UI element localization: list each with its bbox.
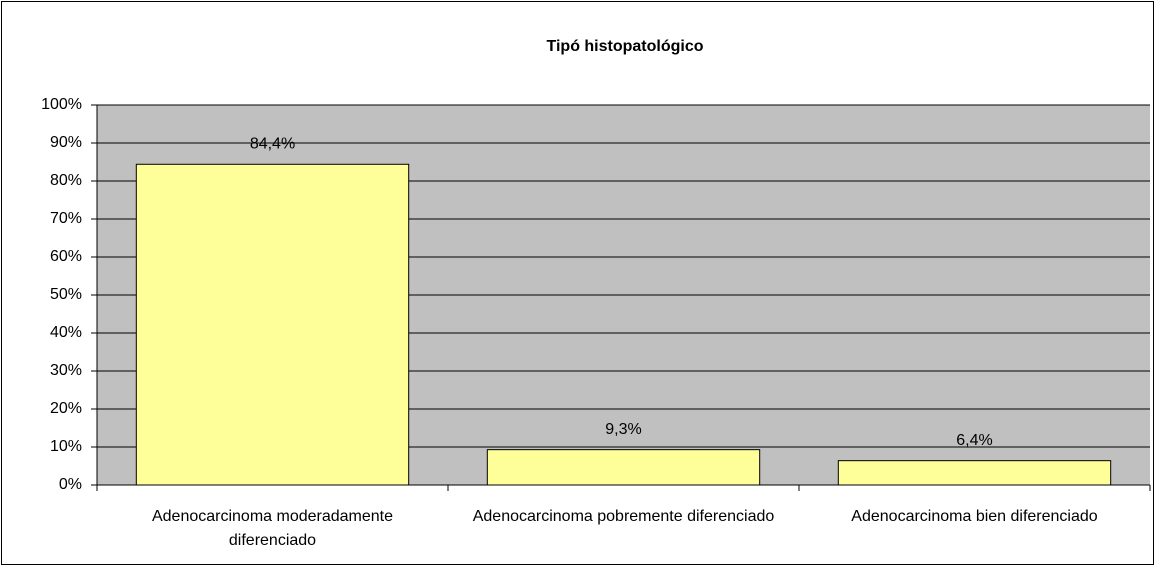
y-tick-label: 90% [50,134,82,151]
y-tick-label: 100% [41,96,82,113]
y-tick-label: 30% [50,362,82,379]
x-tick-label: Adenocarcinoma moderadamente diferenciad… [151,508,394,549]
y-tick-label: 20% [50,400,82,417]
bar [837,460,1112,486]
bar [135,163,410,486]
value-label: 9,3% [605,421,641,438]
y-tick-label: 40% [50,324,82,341]
y-tick-label: 60% [50,248,82,265]
x-tick-label: Adenocarcinoma bien diferenciado [851,508,1098,525]
y-tick-label: 0% [59,476,82,493]
chart-title: Tipó histopatológico [546,38,703,55]
x-tick-label: Adenocarcinoma pobremente diferenciado [472,508,775,525]
y-tick-label: 70% [50,210,82,227]
bar [486,449,761,486]
y-tick-label: 50% [50,286,82,303]
value-label: 84,4% [250,135,295,152]
value-label: 6,4% [956,432,992,449]
y-tick-label: 80% [50,172,82,189]
y-tick-label: 10% [50,438,82,455]
